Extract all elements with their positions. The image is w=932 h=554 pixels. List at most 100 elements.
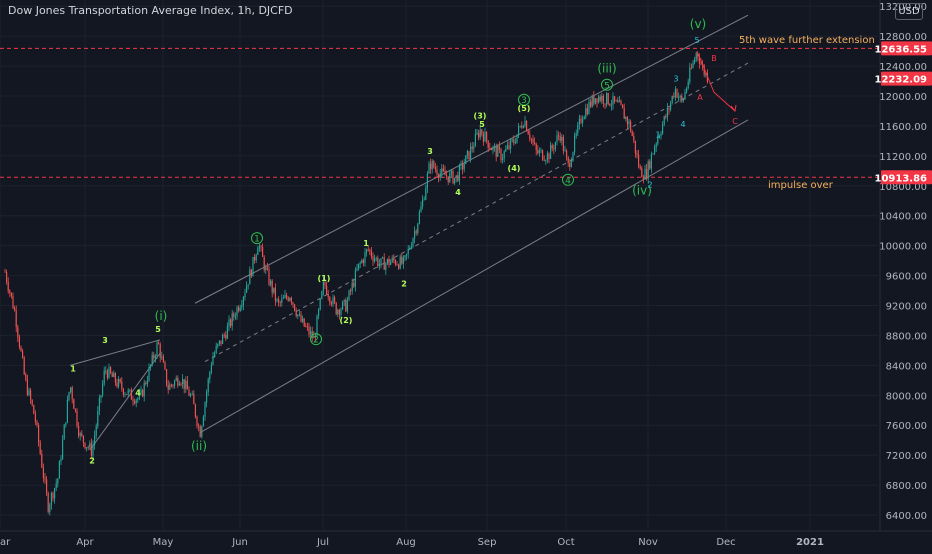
candle-body — [594, 98, 596, 104]
candle-body — [618, 100, 620, 103]
candle-body — [332, 297, 334, 305]
candle-body — [578, 118, 580, 125]
wave-label: (2) — [340, 316, 353, 325]
candle — [598, 94, 600, 104]
candle-body — [337, 309, 339, 315]
candle-body — [39, 442, 41, 454]
candle-body — [401, 256, 403, 264]
candle-body — [202, 416, 204, 427]
candle — [593, 90, 595, 106]
candle — [410, 242, 412, 250]
candle — [258, 242, 260, 252]
wave-label: C — [732, 117, 738, 126]
candle — [303, 318, 305, 327]
candle — [356, 263, 358, 272]
candle — [634, 140, 636, 158]
candle-body — [129, 389, 131, 391]
candle-body — [338, 309, 340, 315]
candle — [255, 253, 257, 263]
candle — [460, 160, 462, 170]
candle — [497, 143, 499, 157]
candle — [62, 435, 64, 461]
candle-body — [97, 410, 99, 426]
candle — [42, 463, 44, 483]
candle — [444, 165, 446, 176]
wave-i-upper-line — [69, 339, 161, 366]
candle-body — [492, 146, 494, 151]
candle — [498, 141, 500, 154]
candle — [502, 153, 504, 164]
candle-body — [473, 146, 475, 149]
candle — [250, 268, 252, 278]
candle-body — [52, 493, 54, 499]
candle — [594, 98, 596, 105]
candle — [137, 397, 139, 403]
wave-i-lower-line — [89, 353, 161, 451]
candle — [105, 366, 107, 375]
candle-body — [340, 309, 342, 315]
candle-body — [631, 131, 633, 136]
candle-body — [478, 132, 480, 138]
candle — [532, 135, 534, 147]
candle-body — [420, 206, 422, 213]
candle — [554, 141, 556, 152]
candle — [414, 226, 416, 244]
candle-body — [487, 140, 489, 148]
candle — [567, 156, 569, 167]
candle — [350, 288, 352, 296]
candle — [30, 388, 32, 404]
candle — [238, 305, 240, 313]
price-tag-bg — [881, 41, 932, 56]
candle-body — [650, 154, 652, 169]
candle-body — [455, 175, 457, 178]
candle — [494, 143, 496, 152]
candle — [116, 378, 118, 389]
correction-arrowhead — [730, 104, 737, 113]
candle-body — [118, 379, 120, 387]
candle-body — [556, 135, 558, 143]
candle-body — [500, 149, 502, 160]
candle-body — [580, 118, 582, 123]
candle — [601, 92, 603, 105]
candle — [519, 125, 521, 128]
currency-badge[interactable]: USD — [895, 3, 923, 20]
candle-body — [660, 133, 662, 137]
candle — [514, 138, 516, 145]
candle-body — [602, 95, 604, 104]
wave-label: B — [711, 54, 717, 63]
candle-body — [174, 380, 176, 386]
candle-body — [634, 140, 636, 154]
candle-body — [454, 177, 456, 184]
candle-body — [494, 146, 496, 147]
candle-body — [294, 304, 296, 311]
candle-body — [15, 310, 17, 328]
y-tick-label: 12800.00 — [879, 32, 927, 43]
candle-body — [426, 173, 428, 189]
candle-body — [34, 413, 36, 422]
correction-path — [696, 50, 736, 112]
candle-body — [545, 160, 547, 162]
candle-body — [356, 268, 358, 271]
candle — [318, 308, 320, 320]
candle-body — [522, 126, 524, 128]
candle — [223, 332, 225, 338]
candle — [151, 351, 153, 367]
candle — [47, 491, 49, 514]
candle — [612, 92, 614, 110]
candle — [458, 163, 460, 185]
candle-body — [407, 248, 409, 254]
candle-body — [391, 257, 393, 262]
candle-body — [121, 381, 123, 389]
candle-body — [641, 168, 643, 178]
candle-body — [270, 280, 272, 285]
candle-body — [495, 146, 497, 157]
candle — [367, 245, 369, 252]
candle-body — [198, 426, 200, 427]
candle-body — [150, 364, 152, 368]
candle-body — [87, 447, 89, 449]
wave-label: 5 — [155, 325, 161, 334]
candle — [362, 258, 364, 267]
candle-body — [375, 257, 377, 259]
candle-body — [158, 342, 160, 345]
